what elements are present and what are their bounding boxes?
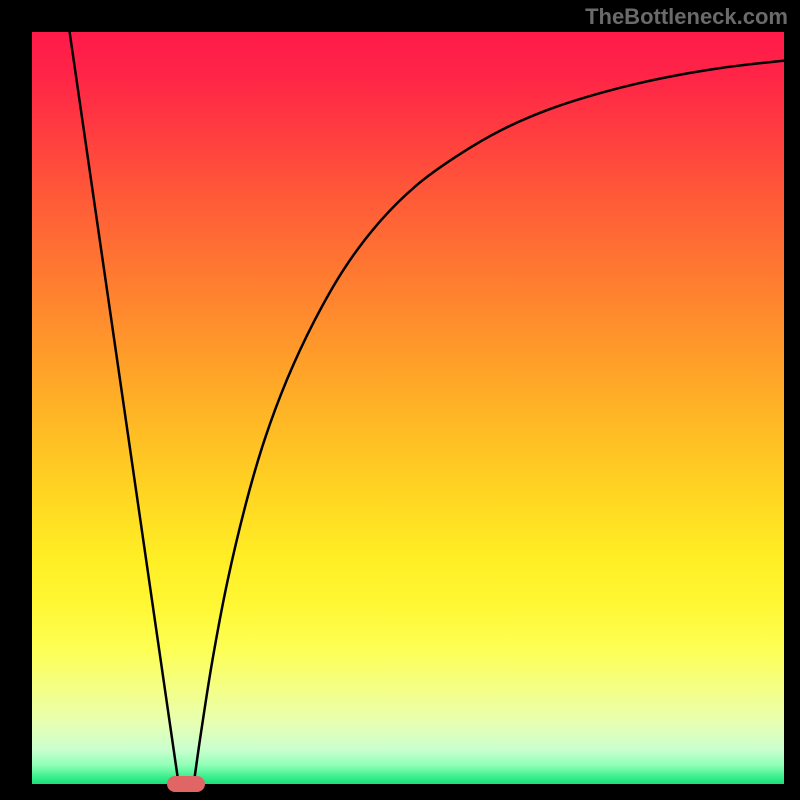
optimal-marker: [167, 776, 205, 792]
plot-area: [32, 32, 784, 784]
watermark-text: TheBottleneck.com: [585, 4, 788, 30]
chart-container: TheBottleneck.com: [0, 0, 800, 800]
bottleneck-curve: [32, 32, 784, 784]
